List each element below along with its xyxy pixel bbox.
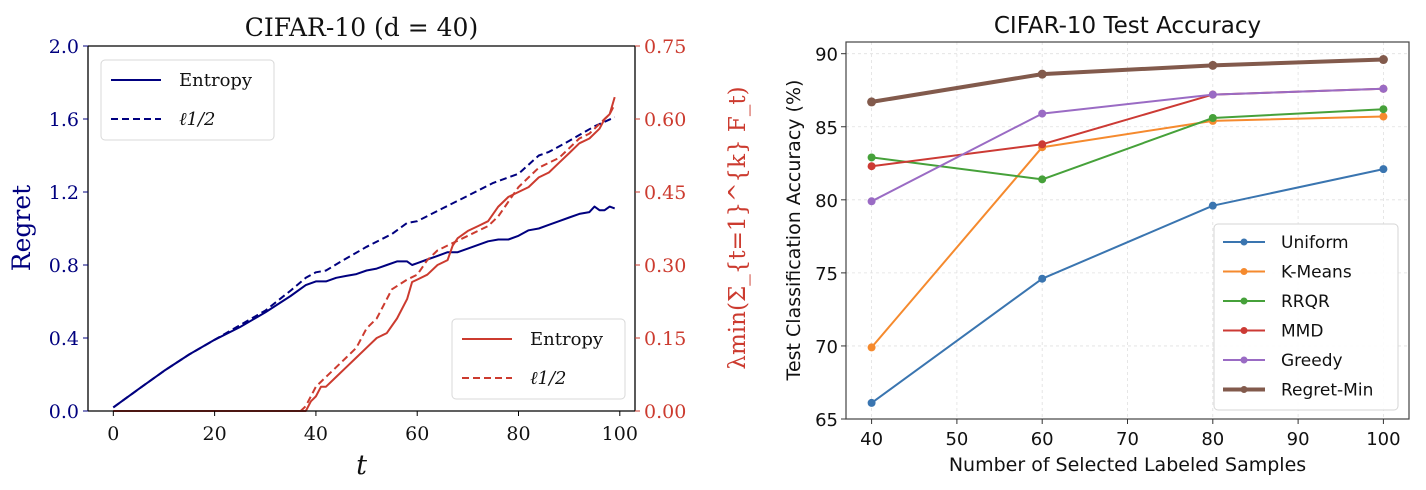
data-point-uniform — [1379, 165, 1388, 174]
chart-title: CIFAR-10 Test Accuracy — [994, 13, 1261, 39]
y2-tick-label: 0.15 — [644, 328, 686, 350]
x-tick-label: 100 — [602, 423, 638, 445]
y-axis-label: Test Classification Accuracy (%) — [783, 80, 805, 382]
y2-axis-label: λmin(Σ_{t=1}^{k} F_t) — [725, 86, 751, 369]
x-tick-label: 40 — [860, 429, 883, 450]
data-point-greedy — [867, 197, 876, 206]
series-line-left-l12 — [112, 116, 616, 409]
y-tick-label: 0.0 — [49, 401, 79, 423]
legend-label: RRQR — [1281, 292, 1330, 312]
series-line-uniform — [871, 168, 1384, 404]
y-tick-label: 2.0 — [49, 36, 79, 58]
y-tick-label: 65 — [815, 410, 838, 431]
data-point-uniform — [867, 398, 876, 407]
data-point-mmd — [1038, 140, 1047, 149]
data-point-regret-min — [867, 97, 877, 107]
y-tick-label: 85 — [815, 118, 838, 139]
y-axis-label: Regret — [7, 185, 36, 271]
y-tick-label: 80 — [815, 191, 838, 212]
data-point-greedy — [1038, 109, 1047, 118]
x-tick-label: 0 — [107, 423, 119, 445]
x-tick-label: 50 — [945, 429, 968, 450]
y-tick-label: 1.6 — [49, 109, 79, 131]
x-tick-label: 40 — [304, 423, 328, 445]
legend-marker — [1240, 268, 1248, 275]
data-point-regret-min — [1037, 69, 1047, 79]
data-point-greedy — [1208, 90, 1217, 99]
chart-title: CIFAR-10 (d = 40) — [245, 13, 478, 42]
legend-label: Uniform — [1281, 233, 1349, 253]
x-tick-label: 80 — [506, 423, 530, 445]
x-tick-label: 20 — [203, 423, 227, 445]
y-tick-label: 0.4 — [49, 328, 79, 350]
legend-marker — [1240, 386, 1248, 393]
legend-label: Entropy — [179, 70, 253, 91]
regret-chart: 0 20 40 60 80 100 0.0 0.4 0.8 1.2 1.6 2.0 0.00 0.15 0.… — [7, 13, 751, 481]
y2-tick-label: 0.00 — [644, 401, 686, 423]
y-tick-label: 0.8 — [49, 255, 79, 277]
series-line-right-entropy — [113, 96, 616, 412]
data-point-k-means — [1379, 112, 1388, 121]
y-tick-label: 70 — [815, 337, 838, 358]
data-point-rrqr — [1038, 175, 1047, 184]
legend-label: K-Means — [1281, 263, 1352, 283]
x-tick-label: 80 — [1201, 429, 1224, 450]
x-axis-label: t — [356, 450, 367, 481]
legend-label: MMD — [1281, 322, 1323, 342]
x-tick-label: 60 — [1031, 429, 1054, 450]
y2-tick-label: 0.45 — [644, 182, 686, 204]
y2-tick-label: 0.75 — [644, 36, 686, 58]
legend-marker — [1240, 356, 1248, 364]
x-axis-label: Number of Selected Labeled Samples — [949, 454, 1306, 476]
series-line-right-l12 — [113, 103, 616, 412]
y-tick-label: 75 — [815, 264, 838, 285]
series-line-rrqr — [871, 108, 1384, 181]
data-point-greedy — [1379, 84, 1388, 93]
legend-label: Greedy — [1281, 351, 1343, 371]
y2-tick-label: 0.30 — [644, 255, 686, 277]
data-point-rrqr — [867, 153, 876, 162]
legend-label: ℓ1/2 — [530, 368, 566, 389]
x-tick-label: 100 — [1366, 429, 1400, 450]
x-tick-label: 90 — [1287, 429, 1310, 450]
series-line-regret-min — [871, 57, 1384, 104]
data-point-k-means — [867, 343, 876, 352]
legend-label: ℓ1/2 — [179, 109, 215, 130]
y-tick-label: 90 — [815, 45, 838, 66]
series-line-greedy — [871, 87, 1384, 203]
legend-label: Regret-Min — [1281, 381, 1373, 401]
x-tick-label: 70 — [1116, 429, 1139, 450]
legend-marker — [1240, 327, 1248, 334]
data-point-rrqr — [1379, 105, 1388, 114]
y2-tick-label: 0.60 — [644, 109, 686, 131]
legend-label: Entropy — [530, 329, 604, 350]
data-point-uniform — [1038, 274, 1047, 283]
y-tick-label: 1.2 — [49, 182, 79, 204]
legend-marker — [1240, 297, 1248, 305]
legend-marker — [1240, 238, 1248, 246]
data-point-mmd — [867, 162, 876, 171]
data-point-rrqr — [1208, 113, 1217, 122]
data-point-regret-min — [1208, 60, 1218, 70]
series-line-k-means — [870, 115, 1384, 349]
data-point-uniform — [1208, 201, 1217, 210]
x-tick-label: 60 — [405, 423, 429, 445]
data-point-regret-min — [1378, 55, 1388, 65]
